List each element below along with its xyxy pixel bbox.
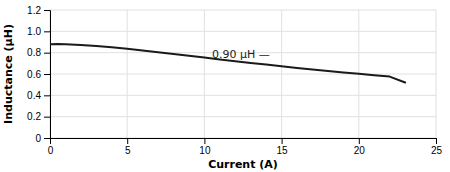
x-axis-title: Current (A) [208, 158, 278, 171]
tick-label: 10 [199, 145, 211, 156]
tick-label: 0.2 [27, 111, 41, 122]
grid-line-y [50, 95, 436, 96]
tick-mark [436, 138, 437, 144]
grid-line-y [50, 74, 436, 75]
grid-line-y [50, 116, 436, 117]
tick-label: 0 [35, 133, 41, 144]
tick-label: 20 [354, 145, 366, 156]
axis-line [51, 139, 437, 145]
tick-mark [204, 138, 205, 144]
line [50, 44, 405, 83]
tick-label: 1.0 [27, 26, 41, 37]
tick: 1.2 [27, 5, 50, 16]
tick: 0.8 [27, 47, 50, 58]
grid-line-y [50, 10, 436, 11]
plot: 0 5 10 15 20 25 0 0.2 0.4 0.6 0.8 1.0 1.2 0.90 μH — [27, 5, 442, 156]
y-axis-title: Inductance (μH) [2, 24, 15, 124]
tick-mark [44, 138, 50, 139]
tick: 10 [199, 138, 211, 156]
tick-mark [44, 10, 50, 11]
tick-mark [127, 138, 128, 144]
tick: 5 [125, 138, 131, 156]
tick-label: 0.6 [27, 69, 41, 80]
tick: 0.2 [27, 111, 50, 122]
tick-mark [44, 95, 50, 96]
tick-mark [44, 74, 50, 75]
grid-line-y [50, 31, 436, 32]
tick-label: 0.4 [27, 90, 41, 101]
tick: 0 [48, 138, 54, 156]
grid [50, 10, 436, 138]
tick: 0.6 [27, 69, 50, 80]
tick-label: 0.8 [27, 47, 41, 58]
tick-label: 15 [277, 145, 289, 156]
tick: 1.0 [27, 26, 50, 37]
tick: 20 [354, 138, 366, 156]
annotation: 0.90 μH — [212, 48, 270, 61]
tick-mark [282, 138, 283, 144]
y-axis: 0 0.2 0.4 0.6 0.8 1.0 1.2 [27, 5, 50, 144]
tick-label: 5 [125, 145, 131, 156]
tick: 15 [277, 138, 289, 156]
x-axis: 0 5 10 15 20 25 [48, 138, 443, 156]
axis-line [44, 11, 51, 139]
tick: 25 [431, 138, 443, 156]
chart: 0 5 10 15 20 25 0 0.2 0.4 0.6 0.8 1.0 1.2 0.90 μH — Cu… [0, 0, 450, 172]
tick-mark [359, 138, 360, 144]
tick: 0 [35, 133, 50, 144]
tick-mark [44, 31, 50, 32]
tick: 0.4 [27, 90, 50, 101]
marks [50, 44, 405, 83]
tick-label: 0 [48, 145, 54, 156]
tick-label: 25 [431, 145, 443, 156]
tick-mark [44, 53, 50, 54]
tick-label: 1.2 [27, 5, 41, 16]
tick-mark [44, 117, 50, 118]
